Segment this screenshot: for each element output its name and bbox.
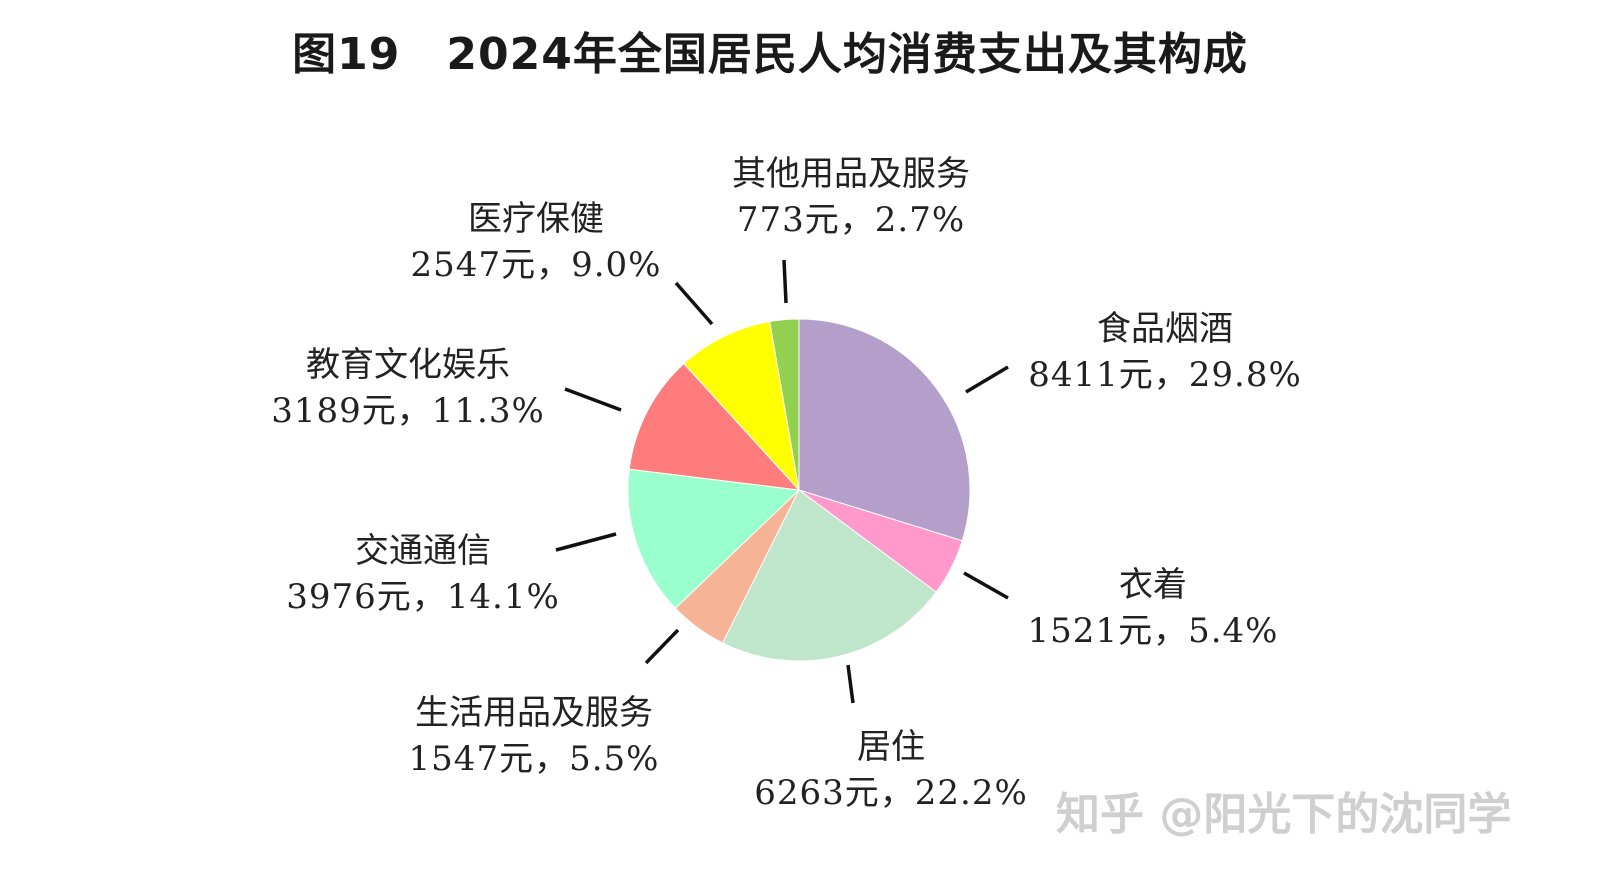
- slice-value: 3189元，11.3%: [271, 391, 545, 431]
- slice-name: 交通通信: [354, 531, 491, 571]
- title-text: 2024年全国居民人均消费支出及其构成: [446, 29, 1248, 80]
- watermark: 知乎 @阳光下的沈同学: [1056, 789, 1512, 840]
- label-household-goods: 生活用品及服务 1547元，5.5%: [409, 690, 660, 782]
- pie-slice: [769, 318, 800, 491]
- label-healthcare: 医疗保健 2547元，9.0%: [411, 196, 662, 288]
- pie-slice: [628, 362, 801, 491]
- leader-line: [644, 628, 680, 665]
- label-transport: 交通通信 3976元，14.1%: [286, 528, 560, 620]
- pie-slice: [798, 318, 971, 542]
- label-clothing: 衣着 1521元，5.4%: [1028, 562, 1279, 654]
- slice-value: 2547元，9.0%: [410, 245, 662, 285]
- slice-value: 773元，2.7%: [736, 200, 966, 240]
- slice-value: 1521元，5.4%: [1027, 611, 1279, 651]
- label-food: 食品烟酒 8411元，29.8%: [1028, 306, 1302, 398]
- pie-slice: [683, 320, 800, 492]
- leader-line: [564, 387, 622, 412]
- leader-line: [846, 664, 855, 704]
- pie-slice: [721, 489, 937, 662]
- leader-lines: [555, 259, 1009, 704]
- slice-name: 生活用品及服务: [415, 693, 653, 733]
- leader-line: [965, 365, 1009, 394]
- slice-name: 衣着: [1119, 565, 1187, 605]
- label-housing: 居住 6263元，22.2%: [754, 724, 1028, 816]
- figure-number: 图19: [292, 29, 401, 80]
- slice-value: 8411元，29.8%: [1028, 355, 1302, 395]
- leader-line: [674, 281, 714, 326]
- label-education: 教育文化娱乐 3189元，11.3%: [271, 342, 545, 434]
- slice-name: 教育文化娱乐: [305, 345, 510, 385]
- pie-slice: [627, 468, 801, 609]
- slice-value: 1547元，5.5%: [408, 739, 660, 779]
- slice-value: 6263元，22.2%: [754, 773, 1028, 813]
- leader-line: [963, 571, 1009, 600]
- slice-value: 3976元，14.1%: [286, 577, 560, 617]
- slice-name: 居住: [856, 727, 925, 767]
- leader-line: [555, 532, 617, 552]
- slice-name: 其他用品及服务: [732, 154, 970, 194]
- pie-slices: [627, 318, 971, 662]
- leader-line: [782, 259, 788, 304]
- chart-title: 图19 2024年全国居民人均消费支出及其构成: [0, 18, 1540, 82]
- label-other: 其他用品及服务 773元，2.7%: [732, 151, 970, 243]
- slice-name: 食品烟酒: [1096, 309, 1233, 349]
- slice-name: 医疗保健: [468, 199, 604, 239]
